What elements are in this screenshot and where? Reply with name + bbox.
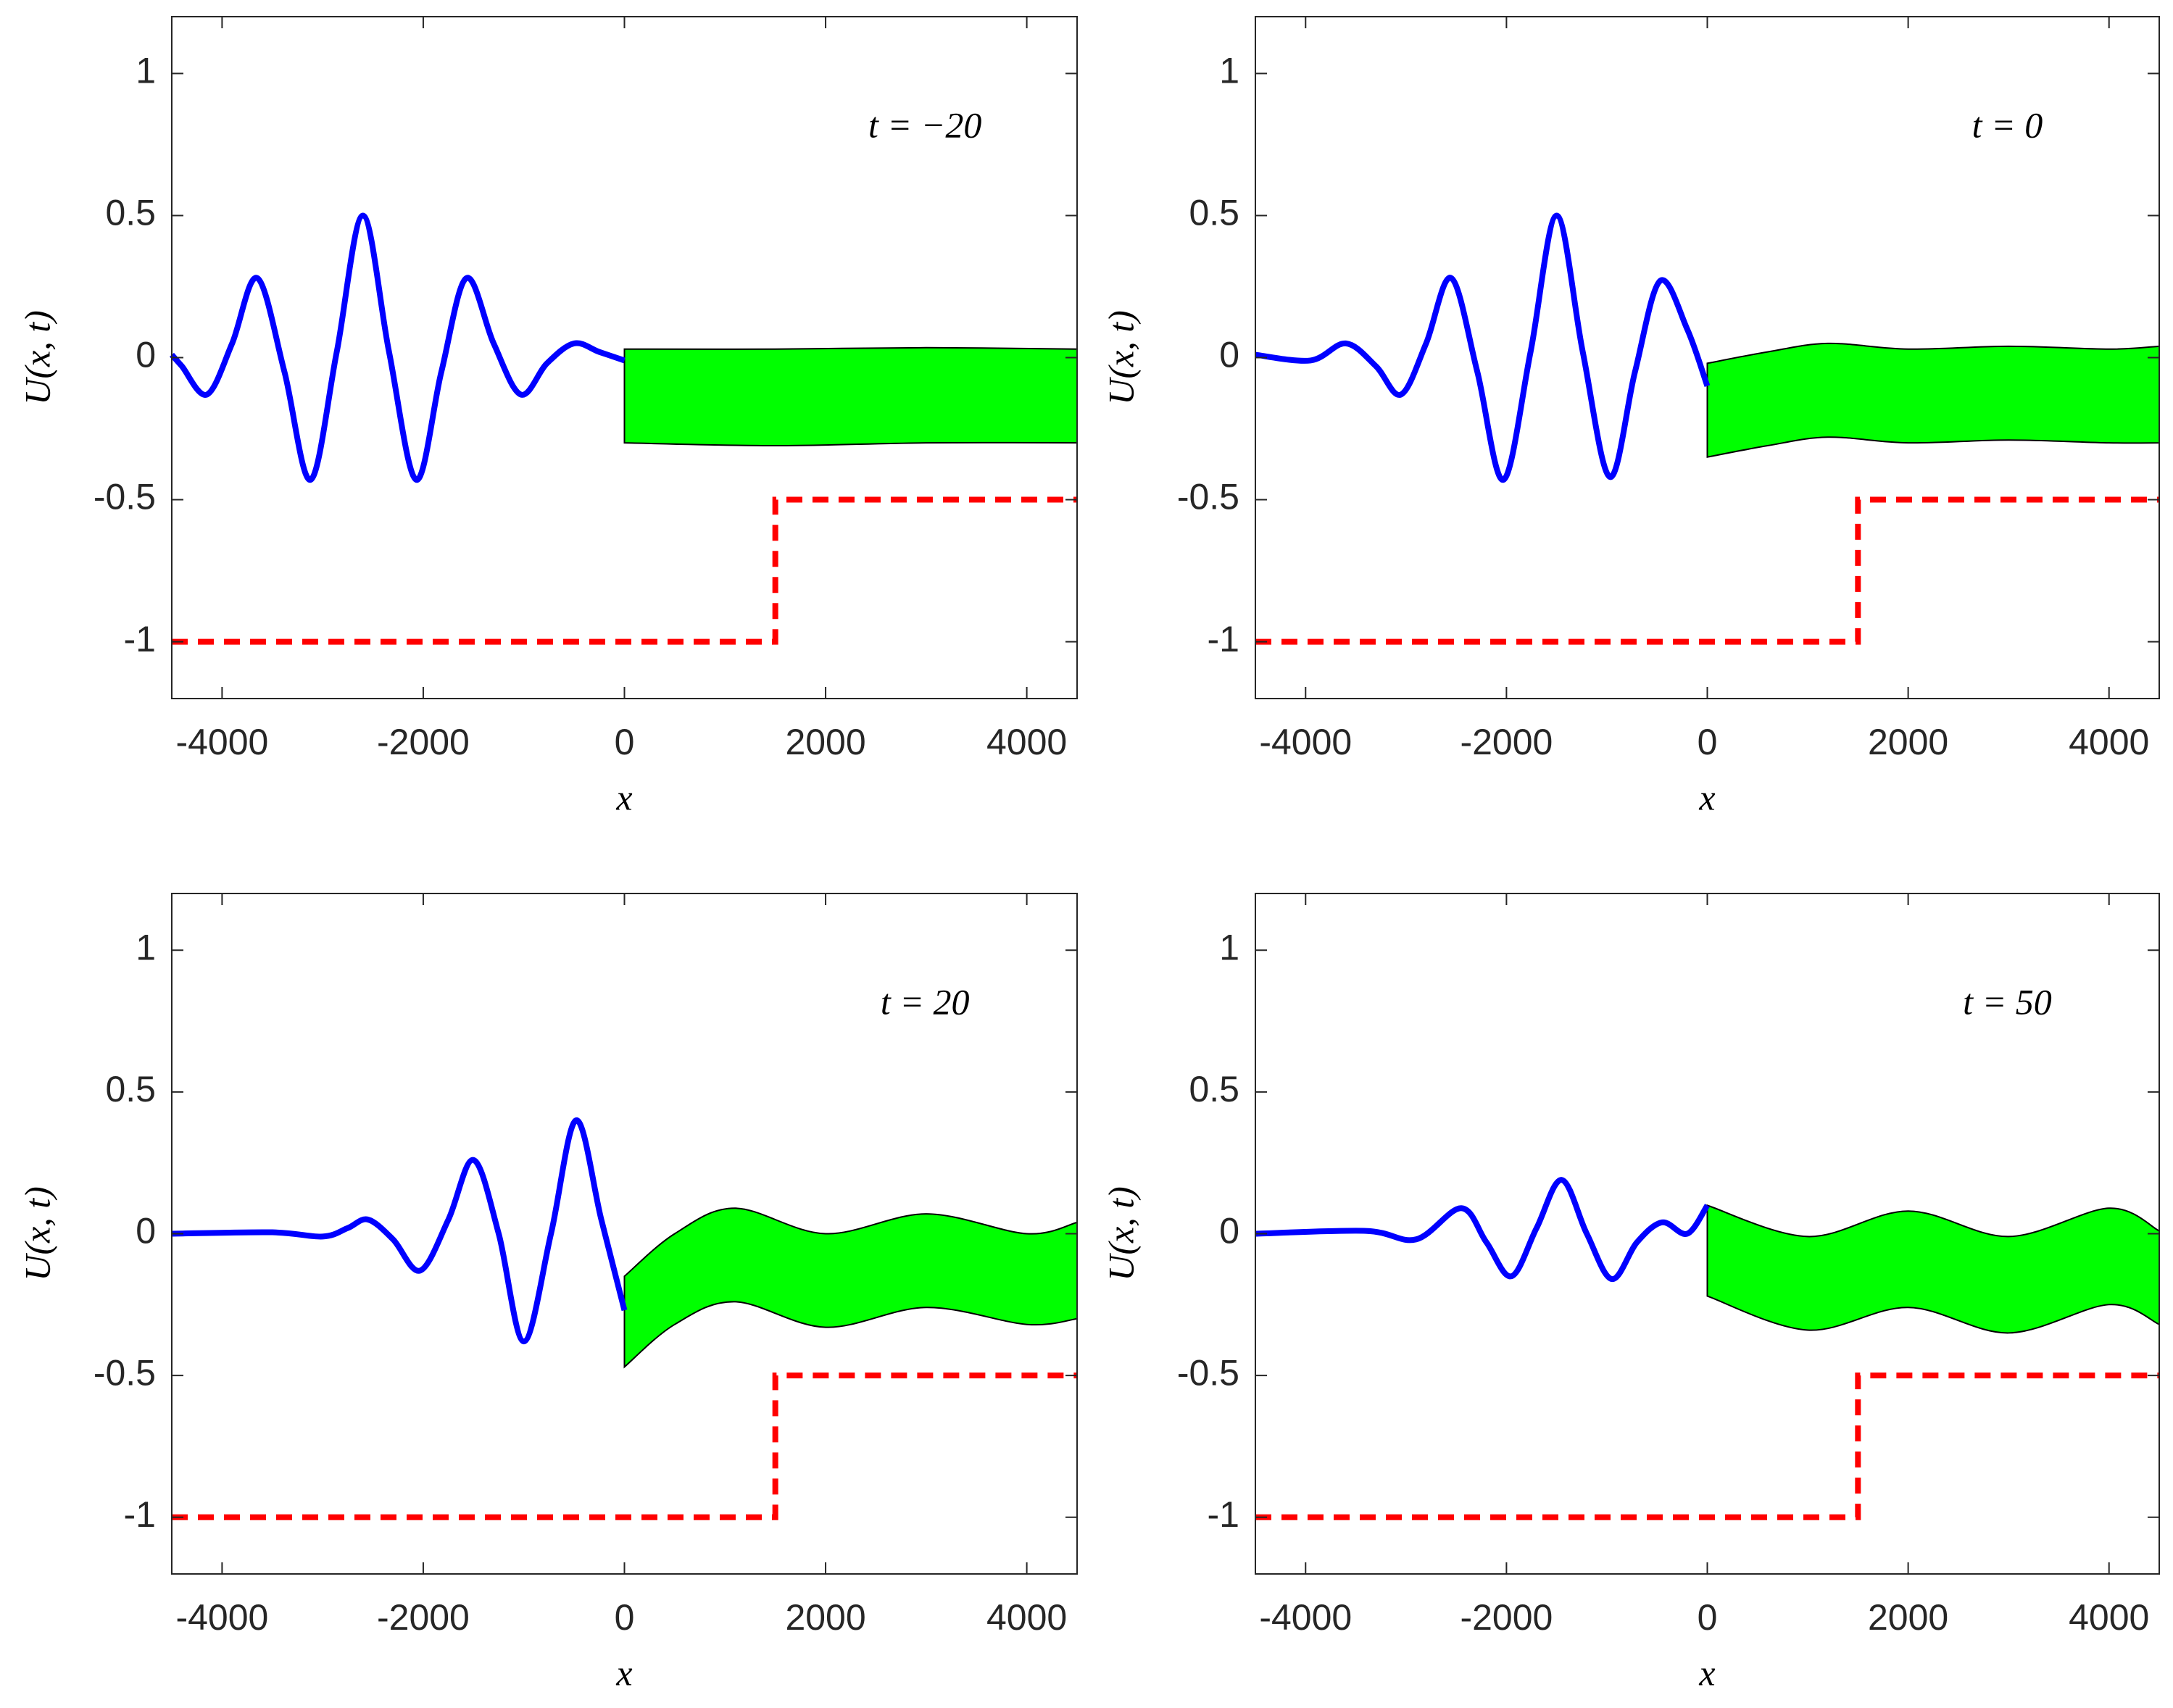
y-tick-label: -0.5 (94, 477, 156, 517)
line (170, 212, 626, 483)
annotation: t = −20 (868, 105, 981, 146)
dashed-line (1255, 1372, 2159, 1520)
x-tick-label: -4000 (1259, 1597, 1352, 1638)
y-tick-label: 1 (1219, 927, 1239, 967)
x-tick-label: 0 (1698, 1597, 1718, 1638)
x-tick-label: 4000 (986, 1597, 1067, 1638)
y-tick-label: 1 (136, 51, 156, 91)
x-tick-label: -4000 (175, 722, 268, 762)
y-tick-label: 0.5 (1189, 193, 1239, 233)
line (1255, 212, 1711, 483)
x-tick-label: -2000 (1460, 1597, 1553, 1638)
annotation: t = 20 (881, 981, 970, 1022)
band (1706, 342, 2160, 458)
axes: -1 -0.5 0 0.5 1 -4000 -2000 0 2000 4000 x U(x, t) t … (17, 16, 1078, 817)
y-tick-label: 0 (1219, 335, 1239, 375)
y-axis-label: U(x, t) (1100, 310, 1141, 405)
x-tick-label: 4000 (2069, 722, 2149, 762)
x-tick-label: 0 (1698, 722, 1718, 762)
annotation: t = 0 (1972, 105, 2043, 146)
x-tick-label: 0 (615, 722, 635, 762)
x-tick-label: 2000 (785, 722, 865, 762)
line (1255, 1177, 1710, 1283)
axes: -1 -0.5 0 0.5 1 -4000 -2000 0 2000 4000 x U(x, t) t … (1100, 16, 2160, 817)
x-axis-label: x (1698, 777, 1715, 817)
x-tick-label: -2000 (1460, 722, 1553, 762)
dashed-line (1255, 496, 2159, 645)
band (623, 346, 1078, 447)
x-tick-label: 2000 (785, 1597, 865, 1638)
y-axis-label: U(x, t) (17, 310, 57, 405)
y-tick-label: -1 (1208, 1494, 1239, 1535)
y-tick-label: 1 (136, 927, 156, 967)
x-axis-label: x (615, 1652, 632, 1693)
y-tick-label: 1 (1219, 51, 1239, 91)
x-tick-label: -4000 (175, 1597, 268, 1638)
y-tick-label: -1 (124, 1494, 156, 1535)
y-tick-label: -0.5 (1177, 1352, 1239, 1393)
dashed-line (172, 496, 1077, 645)
y-axis-label: U(x, t) (17, 1186, 57, 1281)
x-tick-label: 4000 (2069, 1597, 2149, 1638)
x-axis-label: x (615, 777, 632, 817)
y-tick-label: 0.5 (105, 1069, 156, 1109)
axes: -1 -0.5 0 0.5 1 -4000 -2000 0 2000 4000 x U(x, t) t … (17, 893, 1078, 1693)
x-tick-label: -4000 (1259, 722, 1352, 762)
y-tick-label: -1 (1208, 619, 1239, 659)
annotation: t = 50 (1963, 981, 2052, 1022)
x-tick-label: 4000 (986, 722, 1067, 762)
line (171, 1117, 628, 1345)
dashed-line (172, 1372, 1077, 1520)
x-tick-label: 2000 (1868, 1597, 1948, 1638)
y-tick-label: 0 (136, 335, 156, 375)
axes: -1 -0.5 0 0.5 1 -4000 -2000 0 2000 4000 x U(x, t) t … (1100, 893, 2160, 1693)
x-axis-label: x (1698, 1652, 1715, 1693)
y-tick-label: 0 (1219, 1211, 1239, 1251)
y-tick-label: -1 (124, 619, 156, 659)
y-tick-label: 0.5 (1189, 1069, 1239, 1109)
y-tick-label: -0.5 (94, 1352, 156, 1393)
y-tick-label: 0.5 (105, 193, 156, 233)
y-axis-label: U(x, t) (1100, 1186, 1141, 1281)
x-tick-label: -2000 (377, 1597, 470, 1638)
x-tick-label: 0 (615, 1597, 635, 1638)
x-tick-label: -2000 (377, 722, 470, 762)
y-tick-label: -0.5 (1177, 477, 1239, 517)
x-tick-label: 2000 (1868, 722, 1948, 762)
y-tick-label: 0 (136, 1211, 156, 1251)
